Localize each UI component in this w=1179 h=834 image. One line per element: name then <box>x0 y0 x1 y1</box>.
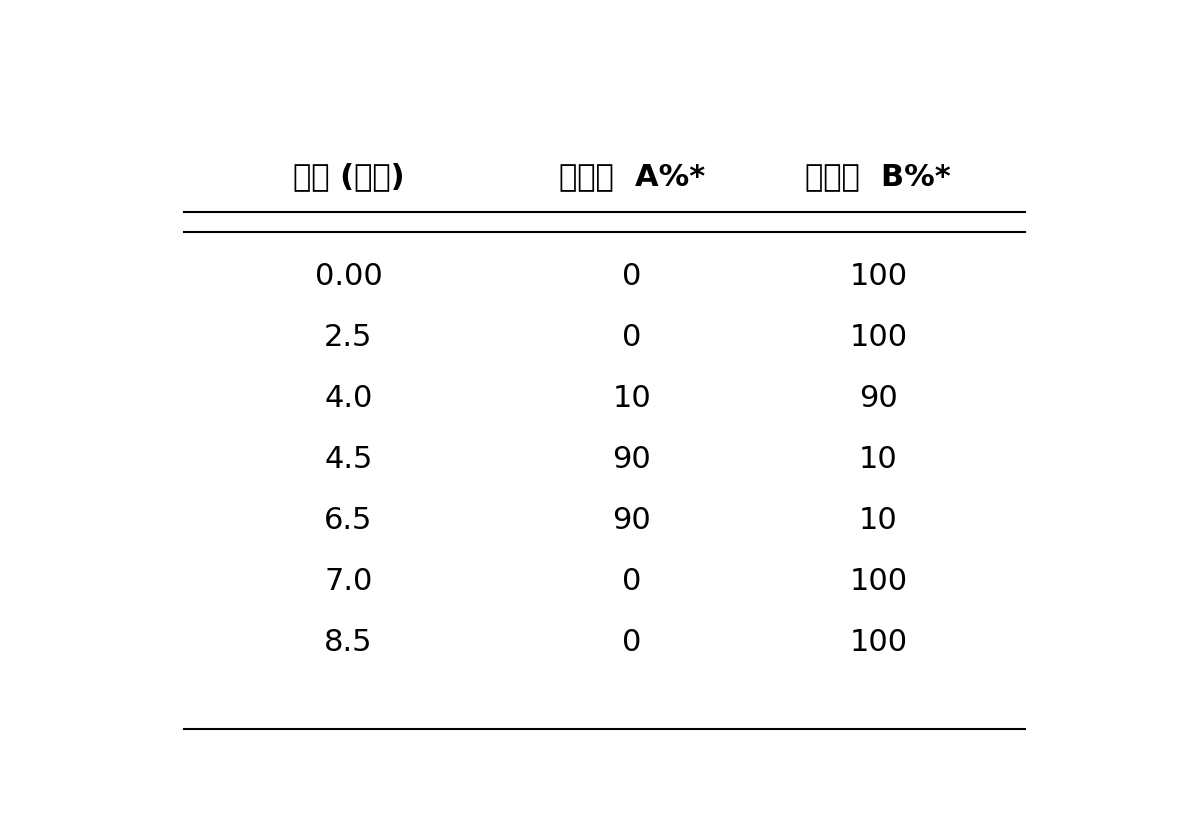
Text: 0: 0 <box>623 567 641 596</box>
Text: 100: 100 <box>849 262 908 291</box>
Text: 90: 90 <box>859 384 897 413</box>
Text: 流动相  A%*: 流动相 A%* <box>559 163 705 192</box>
Text: 0: 0 <box>623 324 641 352</box>
Text: 100: 100 <box>849 628 908 657</box>
Text: 流动相  B%*: 流动相 B%* <box>805 163 951 192</box>
Text: 7.0: 7.0 <box>324 567 373 596</box>
Text: 90: 90 <box>612 445 651 475</box>
Text: 10: 10 <box>859 506 897 535</box>
Text: 4.0: 4.0 <box>324 384 373 413</box>
Text: 0: 0 <box>623 628 641 657</box>
Text: 时间 (分钟): 时间 (分钟) <box>292 163 404 192</box>
Text: 100: 100 <box>849 324 908 352</box>
Text: 8.5: 8.5 <box>324 628 373 657</box>
Text: 2.5: 2.5 <box>324 324 373 352</box>
Text: 10: 10 <box>859 445 897 475</box>
Text: 0.00: 0.00 <box>315 262 382 291</box>
Text: 90: 90 <box>612 506 651 535</box>
Text: 0: 0 <box>623 262 641 291</box>
Text: 4.5: 4.5 <box>324 445 373 475</box>
Text: 10: 10 <box>612 384 651 413</box>
Text: 100: 100 <box>849 567 908 596</box>
Text: 6.5: 6.5 <box>324 506 373 535</box>
